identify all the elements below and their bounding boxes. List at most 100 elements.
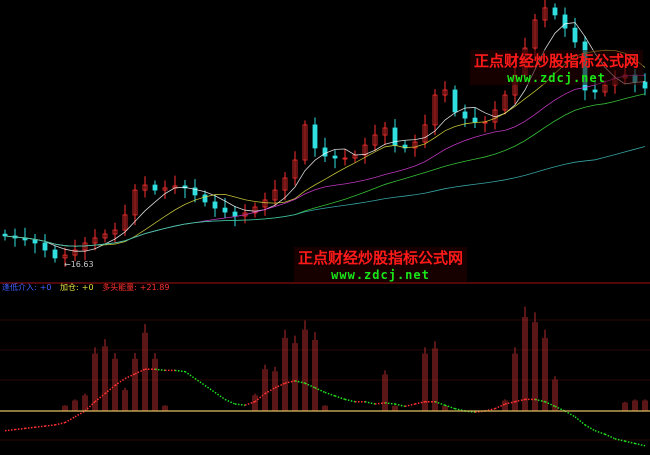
energy-line-segment (124, 373, 136, 380)
candle-body (282, 177, 288, 191)
energy-line-segment (604, 433, 616, 440)
candle-body (342, 157, 348, 160)
candle-body (322, 147, 328, 157)
indicator-legend: 逢低介入: +0 加仓: +0 多头能量: +21.89 (2, 282, 175, 293)
candle-body (82, 242, 88, 251)
legend-label: 加仓: (60, 283, 79, 292)
candle-body (552, 7, 558, 16)
candle-body (212, 201, 218, 209)
candle-body (262, 199, 268, 208)
energy-line-segment (234, 403, 246, 406)
candle-body (232, 211, 238, 217)
energy-line-segment (554, 405, 566, 412)
energy-line-segment (314, 387, 326, 394)
watermark-text: 正点财经炒股指标公式网 (474, 52, 640, 70)
candle-body (272, 189, 278, 201)
energy-line-segment (624, 440, 636, 445)
candle-body (302, 124, 308, 161)
energy-line-segment (104, 384, 116, 395)
candle-body (92, 237, 98, 244)
energy-line-segment (344, 398, 356, 403)
energy-line-segment (494, 403, 506, 410)
low-price-value: 16.63 (70, 260, 94, 269)
candle-body (192, 187, 198, 196)
energy-line-segment (434, 401, 446, 406)
watermark-url: www.zdcj.net (331, 268, 430, 282)
indicator-bars (62, 306, 648, 411)
candle-body (202, 194, 208, 203)
candle-body (462, 111, 468, 119)
candle-body (42, 242, 48, 251)
energy-line-segment (564, 410, 576, 418)
energy-line-segment (184, 370, 196, 380)
candle-body (472, 117, 478, 123)
energy-line-segment (4, 428, 16, 432)
legend-bottom-entry: 逢低介入: +0 (2, 283, 55, 292)
energy-line-segment (574, 416, 586, 426)
energy-line-segment (94, 393, 106, 403)
energy-line-segment (634, 442, 646, 447)
energy-line-segment (224, 398, 236, 405)
legend-label: 逢低介入: (2, 283, 37, 292)
legend-value: +0 (39, 283, 52, 292)
energy-line-segment (14, 427, 26, 431)
candle-body (542, 7, 548, 21)
energy-line-segment (54, 421, 66, 426)
candle-body (122, 214, 128, 231)
legend-label: 多头能量: (102, 283, 137, 292)
energy-line-segment (534, 398, 546, 403)
energy-line-segment (244, 401, 256, 406)
candle-body (312, 124, 318, 149)
candle-body (372, 134, 378, 146)
candle-body (442, 89, 448, 96)
candle-body (222, 207, 228, 213)
energy-line-segment (584, 424, 596, 432)
energy-line-segment (264, 387, 276, 395)
ma-line-60 (4, 146, 646, 247)
energy-line-segment (44, 424, 56, 427)
energy-line-segment (284, 380, 296, 384)
energy-line (4, 368, 646, 447)
candle-body (102, 233, 108, 239)
energy-line-segment (514, 398, 526, 403)
energy-line-segment (254, 393, 266, 403)
energy-line-segment (64, 416, 76, 424)
candle-body (72, 249, 78, 256)
candle-body (142, 184, 148, 191)
watermark-url: www.zdcj.net (507, 71, 606, 85)
energy-line-segment (204, 384, 216, 394)
candle-body (32, 239, 38, 244)
energy-line-segment (404, 403, 416, 408)
energy-line-segment (394, 403, 406, 408)
candle-body (412, 141, 418, 149)
ma-line-30 (4, 93, 646, 247)
candle-body (112, 229, 118, 235)
candle-body (592, 89, 598, 93)
energy-line-segment (414, 400, 426, 405)
candle-body (452, 89, 458, 113)
candle-body (532, 19, 538, 49)
candle-body (332, 155, 338, 159)
energy-line-segment (24, 426, 36, 430)
energy-line-segment (294, 380, 306, 384)
candle-body (392, 127, 398, 146)
candle-body (422, 124, 428, 143)
energy-line-segment (34, 425, 46, 428)
candle-body (292, 159, 298, 179)
legend-value: +21.89 (139, 283, 170, 292)
legend-add-position: 加仓: +0 (60, 283, 97, 292)
energy-line-segment (154, 368, 166, 372)
energy-line-segment (364, 400, 376, 405)
energy-line-segment (324, 391, 336, 397)
energy-line-segment (444, 404, 456, 410)
energy-line-segment (74, 410, 86, 418)
energy-line-segment (214, 391, 226, 401)
candle-body (132, 189, 138, 216)
candle-body (152, 184, 158, 191)
candle-body (572, 27, 578, 43)
energy-line-segment (304, 382, 316, 389)
candle-body (432, 94, 438, 126)
energy-line-segment (134, 368, 146, 375)
